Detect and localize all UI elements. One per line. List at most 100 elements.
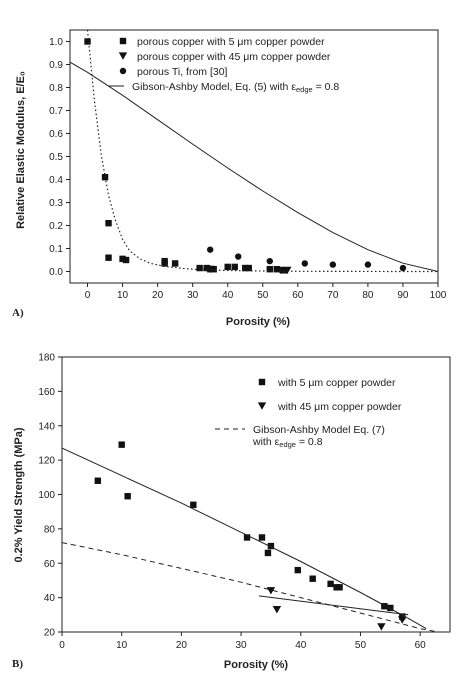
chart-a-solid-line — [70, 61, 438, 272]
chart-b-xtick-label: 40 — [295, 640, 307, 651]
chart-a-legend-label: porous Ti, from [30] — [137, 66, 228, 78]
chart-a-point — [301, 260, 309, 267]
chart-a-legend-marker — [118, 52, 128, 60]
chart-a-point — [266, 266, 273, 273]
chart-a-xtick-label: 0 — [85, 290, 91, 301]
chart-a-ytick-label: 0.7 — [49, 106, 63, 117]
chart-b-ytick-label: 60 — [44, 559, 56, 570]
chart-a-point — [242, 264, 249, 272]
chart-a-point — [161, 260, 168, 267]
chart-a-ytick-label: 1.0 — [49, 37, 63, 48]
chart-a-xtick-label: 50 — [257, 290, 269, 301]
chart-a-point — [196, 264, 203, 272]
chart-a-point — [276, 266, 285, 275]
chart-b-ytick-label: 120 — [38, 456, 55, 467]
chart-a-series-0 — [84, 38, 287, 274]
chart-b-legend-label: Gibson-Ashby Model Eq. (7) — [253, 424, 385, 436]
chart-a-legend-label: Gibson-Ashby Model, Eq. (5) with εedge =… — [132, 81, 339, 94]
chart-a-dotted-line — [86, 30, 438, 273]
chart-a-point — [171, 260, 179, 267]
chart-a-point — [224, 263, 231, 271]
chart-a-ytick-label: 0.6 — [49, 129, 63, 140]
chart-b-series-1 — [266, 587, 407, 631]
chart-b-legend-label-line2: with εedge = 0.8 — [252, 436, 323, 449]
chart-b-point — [309, 575, 316, 582]
chart-a-point — [266, 257, 273, 265]
chart-b-point — [264, 549, 272, 557]
chart-a-point — [105, 254, 112, 261]
chart-a-xtick-label: 90 — [397, 290, 409, 301]
chart-b-ytick-label: 100 — [38, 490, 55, 501]
chart-b-xlabel: Porosity (%) — [224, 659, 289, 671]
chart-b-xtick-label: 30 — [236, 640, 248, 651]
chart-b-series-0 — [94, 441, 406, 620]
chart-a-point — [273, 266, 280, 273]
chart-a-ytick-label: 0.8 — [49, 83, 63, 94]
chart-a-legend-marker — [119, 37, 127, 45]
chart-b-legend-label: with 45 μm copper powder — [277, 401, 402, 413]
chart-b-ytick-label: 140 — [38, 421, 55, 432]
chart-b-point — [118, 441, 125, 448]
chart-b-solid-line — [258, 595, 409, 616]
chart-b-xtick-label: 20 — [176, 640, 188, 651]
chart-b-legend-marker — [258, 378, 266, 386]
chart-a-xtick-label: 10 — [117, 290, 129, 301]
chart-b-point — [377, 623, 386, 631]
chart-b-point — [243, 534, 251, 541]
chart-a-xtick-label: 20 — [152, 290, 164, 301]
chart-a-point — [245, 264, 252, 272]
chart-a-series-1 — [205, 265, 292, 275]
chart-a-legend-label: porous copper with 5 μm copper powder — [137, 36, 325, 48]
chart-b-point — [336, 584, 343, 591]
chart-b-point — [387, 604, 394, 612]
chart-b-xtick-label: 50 — [355, 640, 367, 651]
chart-a-ytick-label: 0.2 — [49, 221, 63, 232]
chart-a-point — [119, 255, 126, 263]
chart-b-xtick-label: 0 — [59, 640, 65, 651]
chart-a-xtick-label: 40 — [222, 290, 234, 301]
chart-b-point — [267, 542, 275, 550]
chart-a-point — [329, 261, 337, 268]
chart-a-point — [280, 267, 287, 274]
chart-b-ytick-label: 160 — [38, 387, 55, 398]
chart-a-point — [364, 261, 372, 268]
chart-b-series-2 — [62, 542, 439, 632]
chart-b-point — [398, 616, 407, 624]
chart-a-series-2 — [206, 246, 407, 272]
chart-b-point — [190, 501, 197, 509]
chart-b-point — [272, 606, 282, 614]
chart-b-series-4 — [258, 595, 409, 616]
chart-b-dashed-line — [62, 542, 439, 632]
chart-b-legend-label: with 5 μm copper powder — [277, 377, 396, 389]
chart-b-legend-marker — [257, 402, 267, 410]
chart-a-point — [205, 265, 215, 273]
chart-a-frame — [69, 29, 439, 284]
chart-a-point — [206, 246, 214, 253]
chart-a-point — [122, 256, 130, 264]
chart-b-ytick-label: 20 — [44, 628, 56, 639]
chart-b-point — [294, 566, 301, 574]
chart-a-ytick-label: 0.3 — [49, 198, 63, 209]
chart-a-point — [203, 264, 210, 272]
chart-a-xlabel: Porosity (%) — [226, 316, 291, 328]
chart-b-xtick-label: 60 — [415, 640, 427, 651]
chart-a-point — [231, 263, 238, 271]
chart-a-series-4 — [86, 30, 438, 273]
chart-a: 0 10 20 30 40 50 60 70 80 90 100 0.0 0.1 0.2 0.3 0.4 0.5… — [12, 29, 447, 328]
chart-a-ytick-label: 0.4 — [49, 175, 63, 186]
chart-a-series-3 — [70, 61, 438, 272]
chart-b-xtick-label: 10 — [116, 640, 128, 651]
chart-a-xtick-label: 30 — [187, 290, 199, 301]
chart-b-point — [381, 603, 388, 610]
chart-a-ytick-label: 0.1 — [49, 244, 63, 255]
chart-b-point — [124, 493, 131, 500]
chart-b-ytick-label: 80 — [44, 524, 56, 535]
chart-b-point — [327, 580, 334, 588]
chart-a-legend: porous copper with 5 μm copper powder por… — [108, 36, 339, 94]
chart-b-legend: with 5 μm copper powder with 45 μm copper… — [215, 377, 402, 449]
chart-b: 0 10 20 30 40 50 60 20 40 60 80 100 120 140 160 180 wit… — [12, 353, 451, 671]
chart-a-xtick-label: 80 — [362, 290, 374, 301]
chart-a-xtick-label: 60 — [292, 290, 304, 301]
chart-a-ytick-label: 0.5 — [49, 152, 63, 163]
